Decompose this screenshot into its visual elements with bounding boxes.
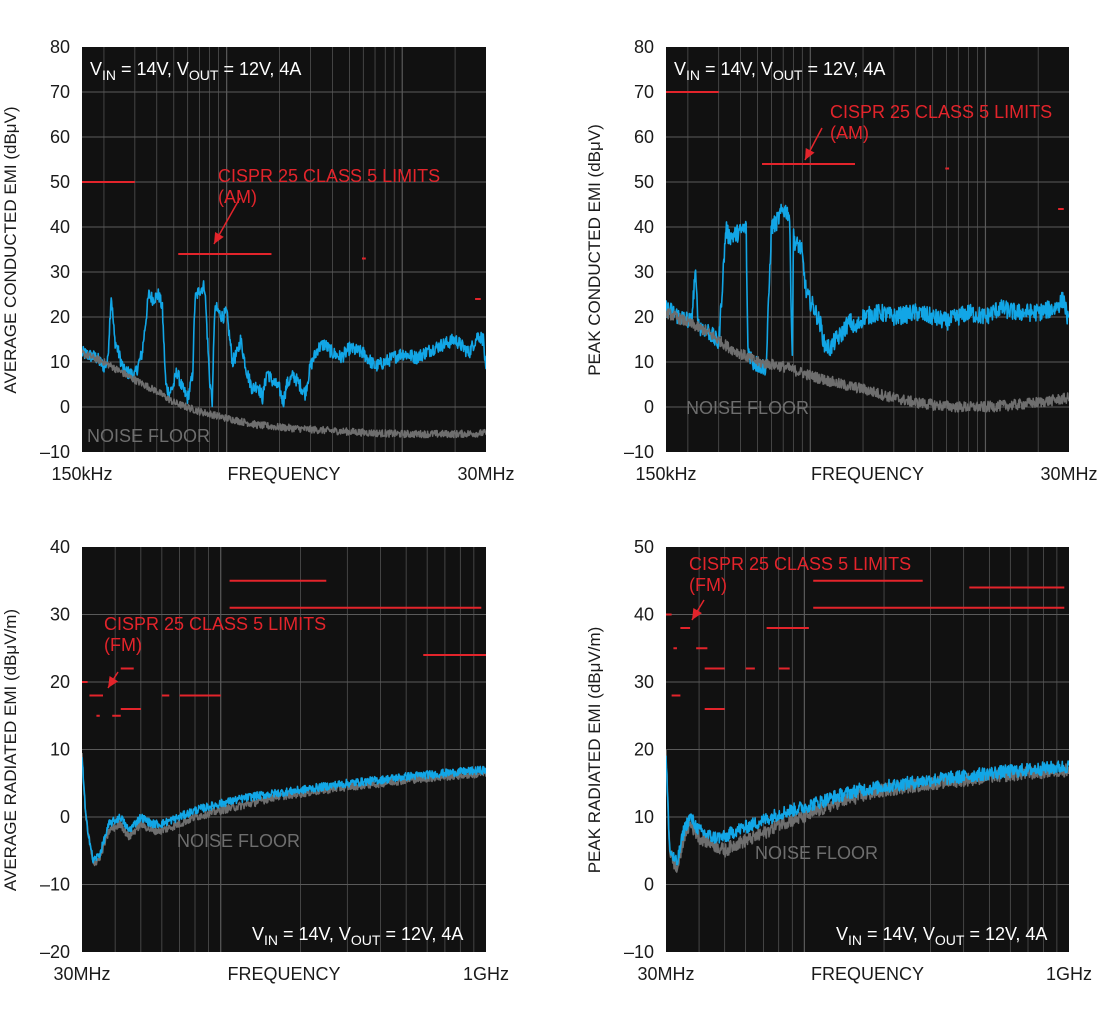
y-tick-label: 50 <box>634 537 654 557</box>
x-tick-label-right: 1GHz <box>1046 964 1092 984</box>
y-tick-label: –20 <box>40 942 70 962</box>
y-tick-label: 70 <box>50 82 70 102</box>
annotation-arrow <box>213 197 241 245</box>
annotation-arrow <box>804 127 823 161</box>
y-tick-label: –10 <box>624 442 654 462</box>
y-tick-label: 40 <box>50 217 70 237</box>
y-tick-label: –10 <box>40 875 70 895</box>
signal-trace <box>666 203 1069 376</box>
x-axis-label: FREQUENCY <box>227 964 340 984</box>
y-tick-label: 0 <box>60 807 70 827</box>
limit-annotation-line2: (AM) <box>218 187 257 207</box>
y-tick-label: 40 <box>634 605 654 625</box>
y-axis-label: PEAK CONDUCTED EMI (dBμV) <box>585 124 604 376</box>
limit-annotation-line2: (AM) <box>830 123 869 143</box>
noise-floor-label: NOISE FLOOR <box>755 843 878 863</box>
limit-lines <box>666 91 1064 210</box>
x-tick-label-right: 30MHz <box>1040 464 1097 484</box>
y-tick-label: 20 <box>50 672 70 692</box>
conditions-label: VIN = 14V, VOUT = 12V, 4A <box>674 59 885 83</box>
y-tick-label: 0 <box>644 397 654 417</box>
limit-lines <box>666 579 1065 710</box>
signal-trace <box>82 757 486 864</box>
grid <box>666 47 1069 452</box>
y-axis-label: AVERAGE CONDUCTED EMI (dBμV) <box>1 106 20 393</box>
y-tick-label: 20 <box>50 307 70 327</box>
y-tick-label: 50 <box>50 172 70 192</box>
noise-floor-trace <box>666 308 1069 413</box>
y-tick-label: 40 <box>50 537 70 557</box>
y-tick-label: 10 <box>50 740 70 760</box>
y-tick-label: 50 <box>634 172 654 192</box>
y-axis-label: AVERAGE RADIATED EMI (dBμV/m) <box>1 609 20 891</box>
chart-1: –10 0 10 20 30 40 50 60 70 80 150kHz 30MHz FREQUENCY… <box>1 37 515 484</box>
y-tick-label: 20 <box>634 740 654 760</box>
limit-annotation-line1: CISPR 25 CLASS 5 LIMITS <box>689 554 911 574</box>
series-group <box>666 203 1069 413</box>
y-tick-label: 10 <box>634 807 654 827</box>
series-group <box>82 752 486 867</box>
x-tick-label-left: 150kHz <box>51 464 112 484</box>
x-tick-label-right: 30MHz <box>457 464 514 484</box>
noise-floor-label: NOISE FLOOR <box>87 426 210 446</box>
series-group <box>666 749 1069 873</box>
conditions-label: VIN = 14V, VOUT = 12V, 4A <box>836 924 1047 948</box>
y-tick-label: 30 <box>50 262 70 282</box>
plot-area <box>82 47 486 452</box>
grid <box>82 47 486 452</box>
x-tick-label-right: 1GHz <box>463 964 509 984</box>
y-tick-label: 20 <box>634 307 654 327</box>
x-tick-label-left: 30MHz <box>53 964 110 984</box>
x-axis-label: FREQUENCY <box>227 464 340 484</box>
limit-annotation-line1: CISPR 25 CLASS 5 LIMITS <box>218 166 440 186</box>
signal-trace <box>82 280 486 408</box>
limit-annotation-line1: CISPR 25 CLASS 5 LIMITS <box>830 102 1052 122</box>
annotation-arrow <box>107 671 119 689</box>
noise-floor-trace <box>666 749 1069 873</box>
x-tick-label-left: 150kHz <box>635 464 696 484</box>
x-axis-label: FREQUENCY <box>811 964 924 984</box>
limit-annotation-line2: (FM) <box>689 575 727 595</box>
limit-lines <box>82 181 481 300</box>
x-tick-label-left: 30MHz <box>637 964 694 984</box>
y-tick-label: 60 <box>634 127 654 147</box>
plot-area <box>666 47 1069 452</box>
y-tick-label: 0 <box>60 397 70 417</box>
limit-annotation-line1: CISPR 25 CLASS 5 LIMITS <box>104 614 326 634</box>
noise-floor-trace <box>82 349 486 439</box>
y-tick-label: 40 <box>634 217 654 237</box>
y-tick-label: 10 <box>50 352 70 372</box>
y-axis-label: PEAK RADIATED EMI (dBμV/m) <box>585 627 604 874</box>
chart-3: –20 –10 0 10 20 30 40 30MHz 1GHz FREQUENCY AVERAGE… <box>1 537 509 984</box>
limit-lines <box>82 579 486 717</box>
y-tick-label: 80 <box>634 37 654 57</box>
noise-floor-label: NOISE FLOOR <box>686 398 809 418</box>
y-tick-label: 70 <box>634 82 654 102</box>
noise-floor-label: NOISE FLOOR <box>177 831 300 851</box>
grid <box>82 547 486 952</box>
y-tick-label: 10 <box>634 352 654 372</box>
y-tick-label: 60 <box>50 127 70 147</box>
chart-4: –10 0 10 20 30 40 50 30MHz 1GHz FREQUENCY PEAK RAD… <box>585 537 1092 984</box>
limit-annotation-line2: (FM) <box>104 635 142 655</box>
x-axis-label: FREQUENCY <box>811 464 924 484</box>
conditions-label: VIN = 14V, VOUT = 12V, 4A <box>252 924 463 948</box>
y-tick-label: –10 <box>624 942 654 962</box>
y-tick-label: 30 <box>50 605 70 625</box>
y-tick-label: –10 <box>40 442 70 462</box>
series-group <box>82 280 486 439</box>
y-tick-label: 80 <box>50 37 70 57</box>
y-tick-label: 30 <box>634 262 654 282</box>
chart-2: –10 0 10 20 30 40 50 60 70 80 150kHz 30MHz FREQUENCY… <box>585 37 1098 484</box>
y-tick-label: 0 <box>644 875 654 895</box>
annotation-arrow <box>691 599 705 621</box>
signal-trace <box>666 755 1069 866</box>
conditions-label: VIN = 14V, VOUT = 12V, 4A <box>90 59 301 83</box>
y-tick-label: 30 <box>634 672 654 692</box>
